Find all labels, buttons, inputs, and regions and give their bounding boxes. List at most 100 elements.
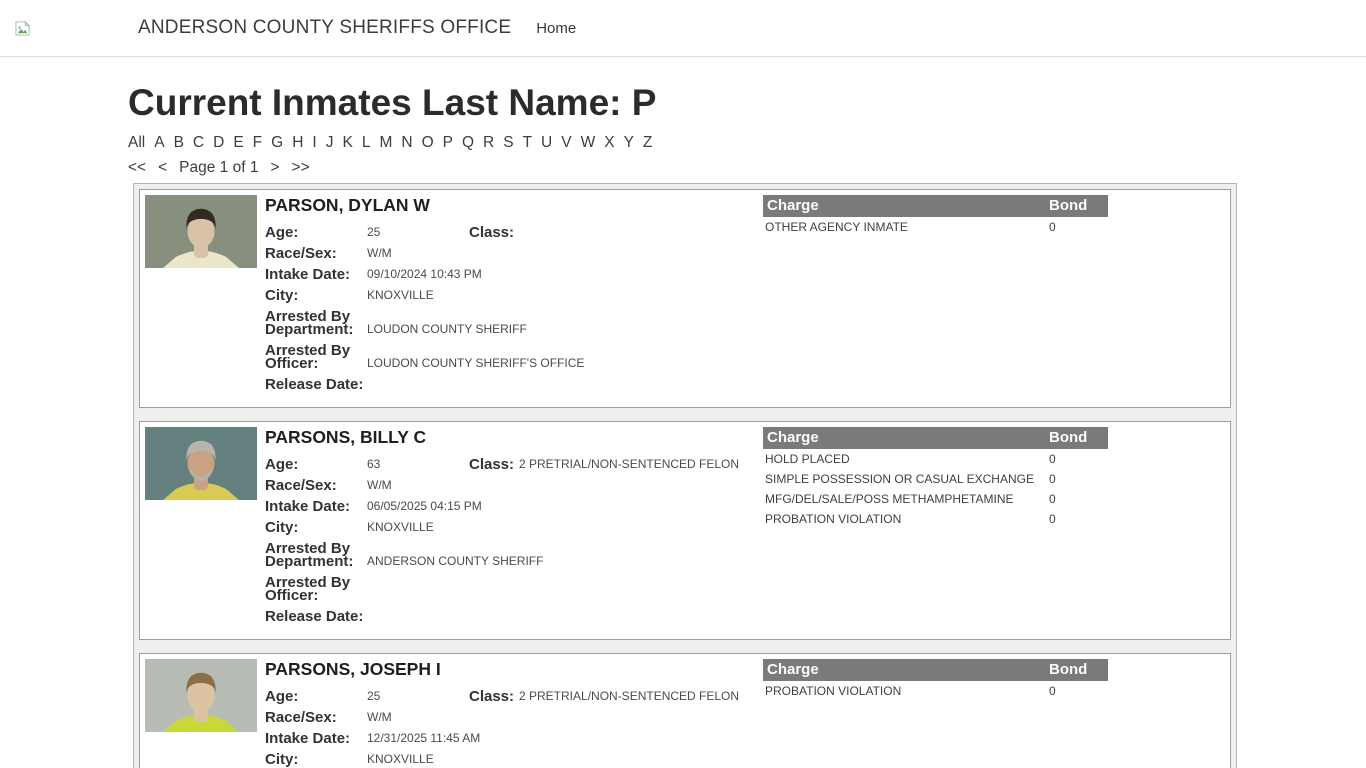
alphabet-link-h[interactable]: H (292, 134, 304, 151)
main-content: Current Inmates Last Name: P All A B C D E F G H… (0, 82, 1366, 768)
inmate-name[interactable]: PARSON, DYLAN W (265, 195, 430, 215)
alphabet-link-w[interactable]: W (580, 134, 596, 151)
inmate-card: PARSONS, BILLY C Age: 63 Class: 2 PRETRI… (139, 421, 1231, 640)
charges-body: OTHER AGENCY INMATE 0 (763, 217, 1108, 237)
alphabet-link-u[interactable]: U (541, 134, 553, 151)
charge-bond-cell: 0 (1049, 684, 1056, 698)
charge-bond-cell: 0 (1049, 452, 1056, 466)
charge-row: PROBATION VIOLATION 0 (763, 509, 1108, 529)
pagination-next-button[interactable]: > (270, 159, 280, 176)
alphabet-link-d[interactable]: D (213, 134, 225, 151)
pagination-prev-button[interactable]: < (158, 159, 168, 176)
alphabet-link-g[interactable]: G (271, 134, 284, 151)
class-label: Class: (469, 456, 515, 473)
detail-row-city: City: KNOXVILLE (265, 751, 763, 768)
detail-row-city: City: KNOXVILLE (265, 520, 763, 535)
detail-row-city: City: KNOXVILLE (265, 288, 763, 303)
charge-column-header: Charge (763, 427, 1045, 449)
race-sex-label: Race/Sex: (265, 477, 337, 494)
detail-row-intake-date: Intake Date: 06/05/2025 04:15 PM (265, 499, 763, 514)
detail-row-release-date: Release Date: (265, 376, 763, 393)
alphabet-link-v[interactable]: V (561, 134, 572, 151)
bond-column-header: Bond (1045, 659, 1108, 681)
alphabet-link-a[interactable]: A (154, 134, 165, 151)
charge-name-cell: PROBATION VIOLATION (765, 684, 902, 698)
inmate-card: PARSONS, JOSEPH I Age: 25 Class: 2 PRETR… (139, 653, 1231, 768)
detail-row-arrested-by-department: Arrested By Department: ANDERSON COUNTY … (265, 540, 763, 570)
city-value: KNOXVILLE (367, 752, 434, 766)
charge-name-cell: OTHER AGENCY INMATE (765, 220, 908, 234)
alphabet-link-all[interactable]: All (128, 134, 146, 151)
intake-date-value: 09/10/2024 10:43 PM (367, 267, 482, 281)
city-label: City: (265, 751, 299, 768)
detail-row-intake-date: Intake Date: 09/10/2024 10:43 PM (265, 266, 763, 283)
pagination-label: Page 1 of 1 (179, 159, 259, 176)
alphabet-nav: All A B C D E F G H I J K L M N O P Q R S T U V W X Y Z (128, 134, 1366, 152)
alphabet-link-o[interactable]: O (421, 134, 434, 151)
charge-row: PROBATION VIOLATION 0 (763, 681, 1108, 701)
pagination-first-button[interactable]: << (128, 159, 147, 176)
charge-bond-cell: 0 (1049, 492, 1056, 506)
intake-date-label: Intake Date: (265, 266, 351, 283)
alphabet-link-j[interactable]: J (325, 134, 334, 151)
class-label: Class: (469, 688, 515, 705)
arrested-by-department-label: Arrested By Department: (265, 308, 354, 338)
charge-name-cell: MFG/DEL/SALE/POSS METHAMPHETAMINE (765, 492, 1014, 506)
charge-name-cell: PROBATION VIOLATION (765, 512, 902, 526)
charge-row: MFG/DEL/SALE/POSS METHAMPHETAMINE 0 (763, 489, 1108, 509)
detail-row-race-sex: Race/Sex: W/M (265, 477, 763, 494)
charges-table: Charge Bond PROBATION VIOLATION 0 (763, 659, 1108, 701)
race-sex-value: W/M (367, 246, 392, 260)
age-value: 63 (367, 457, 381, 471)
brand-link[interactable]: ANDERSON COUNTY SHERIFFS OFFICE (138, 17, 512, 38)
pagination-last-button[interactable]: >> (291, 159, 310, 176)
alphabet-link-m[interactable]: M (379, 134, 393, 151)
alphabet-link-x[interactable]: X (604, 134, 615, 151)
pagination: << < Page 1 of 1 > >> (128, 159, 1366, 177)
alphabet-link-y[interactable]: Y (623, 134, 634, 151)
intake-date-value: 06/05/2025 04:15 PM (367, 499, 482, 513)
age-value: 25 (367, 225, 381, 239)
bond-column-header: Bond (1045, 427, 1108, 449)
charge-column-header: Charge (763, 195, 1045, 217)
city-value: KNOXVILLE (367, 520, 434, 534)
alphabet-link-k[interactable]: K (342, 134, 353, 151)
alphabet-link-t[interactable]: T (522, 134, 533, 151)
bond-column-header: Bond (1045, 195, 1108, 217)
alphabet-link-i[interactable]: I (312, 134, 317, 151)
arrested-by-department-value: LOUDON COUNTY SHERIFF (367, 322, 527, 336)
inmate-details: PARSON, DYLAN W Age: 25 Class: Race/Sex:… (265, 193, 763, 399)
alphabet-link-s[interactable]: S (503, 134, 514, 151)
class-label: Class: (469, 224, 515, 241)
inmate-name[interactable]: PARSONS, BILLY C (265, 427, 427, 447)
alphabet-link-l[interactable]: L (361, 134, 371, 151)
alphabet-link-n[interactable]: N (401, 134, 413, 151)
charge-name-cell: HOLD PLACED (765, 452, 850, 466)
arrested-by-officer-value: LOUDON COUNTY SHERIFF'S OFFICE (367, 356, 585, 370)
inmate-name[interactable]: PARSONS, JOSEPH I (265, 659, 441, 679)
alphabet-link-p[interactable]: P (442, 134, 453, 151)
arrested-by-officer-label: Arrested By Officer: (265, 574, 351, 604)
alphabet-link-q[interactable]: Q (461, 134, 475, 151)
charge-bond-cell: 0 (1049, 472, 1056, 486)
detail-row-age: Age: 25 Class: 2 PRETRIAL/NON-SENTENCED … (265, 688, 763, 705)
alphabet-link-b[interactable]: B (173, 134, 184, 151)
charge-row: SIMPLE POSSESSION OR CASUAL EXCHANGE 0 (763, 469, 1108, 489)
broken-image-icon (15, 20, 31, 36)
age-label: Age: (265, 688, 299, 705)
detail-row-age: Age: 25 Class: (265, 224, 763, 241)
arrested-by-department-label: Arrested By Department: (265, 540, 354, 570)
alphabet-link-r[interactable]: R (483, 134, 495, 151)
arrested-by-department-value: ANDERSON COUNTY SHERIFF (367, 554, 544, 568)
charge-column-header: Charge (763, 659, 1045, 681)
alphabet-link-c[interactable]: C (192, 134, 205, 151)
alphabet-link-z[interactable]: Z (642, 134, 653, 151)
inmate-details: PARSONS, JOSEPH I Age: 25 Class: 2 PRETR… (265, 657, 763, 768)
detail-row-release-date: Release Date: (265, 609, 763, 624)
alphabet-link-f[interactable]: F (252, 134, 263, 151)
release-date-label: Release Date: (265, 376, 364, 393)
alphabet-link-e[interactable]: E (233, 134, 244, 151)
inmate-details: PARSONS, BILLY C Age: 63 Class: 2 PRETRI… (265, 425, 763, 631)
nav-home-link[interactable]: Home (536, 19, 577, 37)
intake-date-label: Intake Date: (265, 730, 351, 747)
